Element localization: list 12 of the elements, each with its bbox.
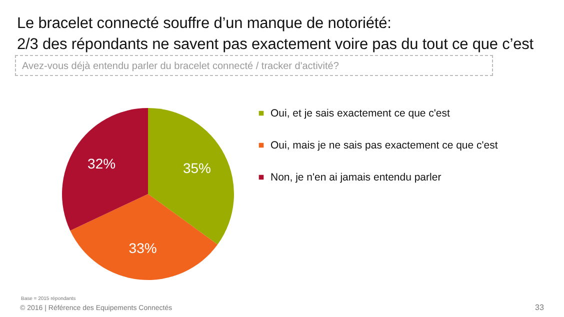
legend-label: Oui, et je sais exactement ce que c'est bbox=[270, 107, 450, 120]
data-label: 35% bbox=[182, 160, 212, 176]
chart-subtitle: Avez-vous déjà entendu parler du bracelet connecté / tracker d'activité? bbox=[15, 55, 493, 76]
legend-label: Non, je n'en ai jamais entendu parler bbox=[270, 171, 442, 184]
legend-label: Oui, mais je ne sais pas exactement ce que c'est bbox=[270, 139, 498, 152]
data-label: 32% bbox=[88, 156, 116, 172]
chart-title: Le bracelet connecté souffre d’un manque de notoriété: 2/3 des répondants ne savent pas exactement voire pas du tout ce que c’est bbox=[17, 14, 534, 55]
text: 33 bbox=[535, 303, 544, 312]
pie-slice bbox=[62, 108, 148, 231]
pie-slice bbox=[148, 108, 234, 245]
data-label: 33% bbox=[128, 240, 157, 256]
pie-slice bbox=[70, 194, 218, 280]
